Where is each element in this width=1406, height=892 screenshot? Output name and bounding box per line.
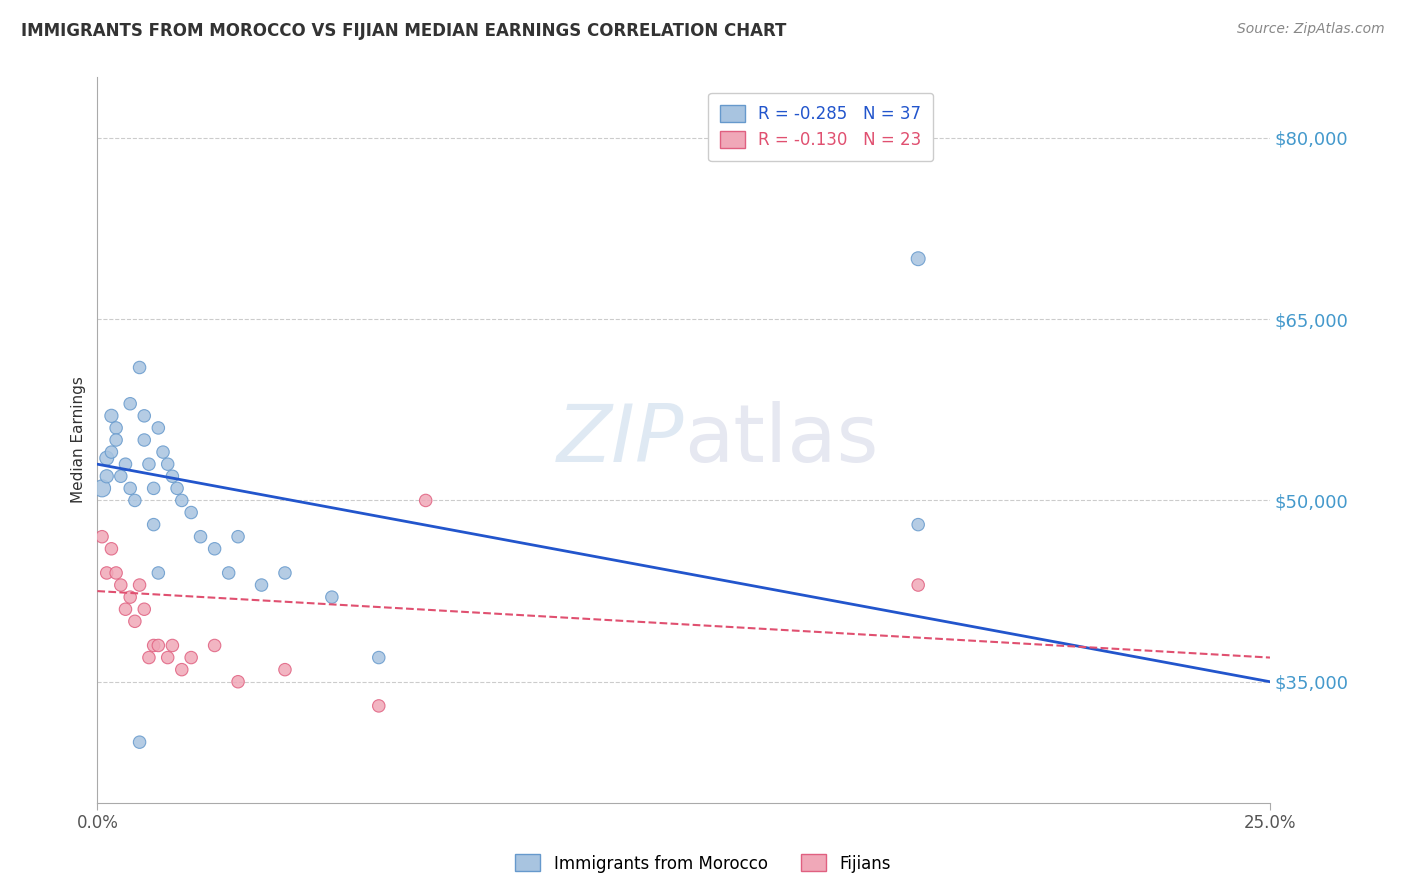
Point [170, 663, 193, 677]
Point [367, 650, 389, 665]
Point [138, 650, 160, 665]
Legend: Immigrants from Morocco, Fijians: Immigrants from Morocco, Fijians [509, 847, 897, 880]
Point [120, 481, 142, 495]
Point [367, 698, 389, 713]
Point [120, 397, 142, 411]
Point [105, 433, 128, 447]
Point [110, 578, 132, 592]
Point [128, 360, 150, 375]
Point [321, 590, 343, 604]
Point [415, 493, 437, 508]
Point [250, 578, 273, 592]
Point [96, 566, 118, 580]
Point [100, 409, 122, 423]
Point [138, 457, 160, 471]
Point [142, 481, 165, 495]
Point [152, 445, 174, 459]
Text: IMMIGRANTS FROM MOROCCO VS FIJIAN MEDIAN EARNINGS CORRELATION CHART: IMMIGRANTS FROM MOROCCO VS FIJIAN MEDIAN… [21, 22, 786, 40]
Point [907, 517, 929, 532]
Point [100, 541, 122, 556]
Point [134, 409, 156, 423]
Legend: R = -0.285   N = 37, R = -0.130   N = 23: R = -0.285 N = 37, R = -0.130 N = 23 [709, 93, 934, 161]
Point [204, 639, 226, 653]
Point [274, 566, 297, 580]
Point [134, 602, 156, 616]
Text: atlas: atlas [683, 401, 877, 479]
Point [148, 421, 170, 435]
Point [204, 541, 226, 556]
Point [170, 493, 193, 508]
Point [110, 469, 132, 483]
Point [907, 578, 929, 592]
Point [166, 481, 188, 495]
Point [124, 493, 146, 508]
Point [105, 566, 128, 580]
Point [134, 433, 156, 447]
Point [162, 639, 184, 653]
Point [142, 639, 165, 653]
Point [274, 663, 297, 677]
Point [91, 481, 114, 495]
Point [124, 615, 146, 629]
Point [105, 421, 128, 435]
Point [96, 469, 118, 483]
Point [114, 602, 136, 616]
Point [148, 639, 170, 653]
Point [226, 530, 249, 544]
Point [218, 566, 240, 580]
Point [190, 530, 212, 544]
Point [180, 650, 202, 665]
Point [148, 566, 170, 580]
Y-axis label: Median Earnings: Median Earnings [72, 376, 86, 503]
Point [226, 674, 249, 689]
Point [142, 517, 165, 532]
Point [114, 457, 136, 471]
Point [96, 451, 118, 466]
Point [162, 469, 184, 483]
Point [120, 590, 142, 604]
Point [100, 445, 122, 459]
Point [128, 578, 150, 592]
Point [180, 506, 202, 520]
Point [128, 735, 150, 749]
Point [907, 252, 929, 266]
Text: Source: ZipAtlas.com: Source: ZipAtlas.com [1237, 22, 1385, 37]
Point [156, 650, 179, 665]
Text: ZIP: ZIP [557, 401, 683, 479]
Point [156, 457, 179, 471]
Point [91, 530, 114, 544]
